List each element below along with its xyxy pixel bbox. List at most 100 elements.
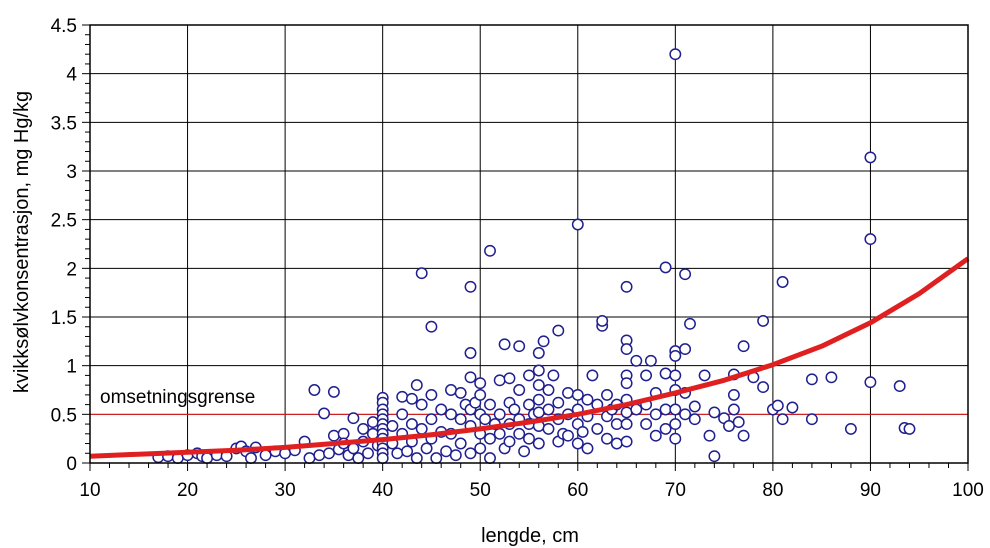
data-point-81 [454, 413, 467, 426]
data-point-77 [445, 408, 457, 421]
data-point-184 [659, 422, 672, 435]
data-point-187 [669, 349, 682, 362]
data-point-192 [669, 432, 682, 445]
data-point-92 [474, 388, 487, 401]
data-point-150 [581, 442, 594, 455]
data-point-170 [620, 418, 633, 431]
y-tick-label: 3 [66, 162, 77, 183]
y-tick-label: 4.5 [51, 16, 77, 37]
data-point-120 [523, 432, 535, 445]
data-point-202 [708, 450, 721, 463]
data-point-80 [454, 386, 467, 399]
data-point-173 [630, 403, 643, 416]
data-point-185 [669, 48, 682, 61]
data-point-89 [464, 447, 477, 460]
data-point-65 [415, 422, 428, 435]
data-point-172 [630, 354, 643, 367]
axis-ticks [82, 24, 969, 471]
data-point-219 [786, 401, 799, 414]
data-point-199 [688, 413, 701, 426]
data-point-143 [571, 388, 584, 401]
x-axis-label: lengde, cm [481, 525, 579, 547]
data-point-226 [864, 376, 877, 389]
data-point-176 [640, 418, 653, 431]
data-point-32 [352, 452, 365, 465]
data-point-116 [518, 445, 531, 458]
data-point-6 [201, 452, 214, 465]
data-point-151 [586, 369, 599, 382]
data-point-103 [493, 408, 506, 421]
data-point-171 [620, 435, 633, 448]
data-point-201 [703, 429, 716, 442]
x-tick-label: 40 [372, 480, 393, 501]
fit-curve-group [89, 256, 970, 459]
data-point-70 [425, 413, 438, 426]
data-point-102 [493, 374, 506, 387]
data-point-222 [825, 371, 838, 384]
data-point-167 [620, 377, 633, 390]
data-point-213 [757, 314, 770, 327]
y-tick-label: 1.5 [51, 308, 77, 329]
y-tick-label: 2 [66, 259, 77, 280]
y-tick-label: 2.5 [51, 211, 77, 232]
data-point-198 [688, 400, 701, 413]
data-point-183 [659, 403, 672, 416]
data-point-76 [445, 384, 457, 396]
data-point-23 [323, 447, 335, 460]
data-point-197 [684, 317, 696, 330]
data-point-35 [362, 447, 374, 460]
data-point-190 [669, 403, 682, 416]
data-point-79 [449, 449, 462, 462]
data-point-63 [410, 452, 423, 465]
data-point-96 [479, 413, 492, 426]
x-tick-label: 60 [567, 480, 588, 501]
data-point-62 [410, 379, 423, 392]
data-point-191 [669, 418, 682, 431]
data-point-229 [903, 422, 916, 435]
data-point-203 [708, 406, 721, 419]
plot-frame [89, 24, 969, 464]
data-point-91 [474, 377, 487, 390]
data-point-130 [542, 384, 555, 396]
data-point-132 [542, 422, 555, 435]
data-point-123 [532, 364, 545, 377]
data-point-153 [591, 422, 604, 435]
data-point-118 [523, 398, 535, 411]
data-point-146 [571, 437, 584, 450]
data-point-129 [537, 335, 550, 348]
data-point-134 [552, 324, 565, 337]
data-point-207 [727, 388, 740, 401]
data-point-112 [513, 340, 526, 353]
data-point-56 [396, 408, 409, 421]
data-point-126 [532, 406, 545, 419]
data-point-224 [864, 151, 877, 164]
data-point-148 [581, 393, 594, 406]
data-point-169 [620, 406, 633, 419]
data-point-84 [464, 280, 477, 293]
data-point-133 [547, 369, 560, 382]
x-tick-label: 20 [177, 480, 198, 501]
data-point-158 [601, 432, 613, 445]
data-point-125 [532, 393, 545, 406]
data-point-182 [659, 367, 672, 380]
x-tick-label: 50 [470, 480, 491, 501]
data-point-196 [679, 408, 692, 421]
data-point-31 [347, 442, 360, 455]
data-point-221 [805, 413, 818, 426]
x-tick-label: 90 [860, 480, 881, 501]
data-point-124 [532, 379, 545, 392]
data-point-139 [562, 386, 574, 399]
data-point-95 [474, 442, 487, 455]
data-point-51 [376, 452, 389, 465]
data-point-180 [649, 429, 662, 442]
data-point-69 [425, 388, 438, 401]
data-points [152, 48, 916, 465]
y-tick-label: 0 [66, 454, 77, 475]
data-point-24 [327, 385, 340, 398]
data-point-179 [649, 408, 662, 421]
data-point-66 [415, 267, 428, 280]
data-point-73 [435, 403, 448, 416]
data-point-217 [776, 276, 789, 288]
data-point-181 [659, 261, 672, 274]
